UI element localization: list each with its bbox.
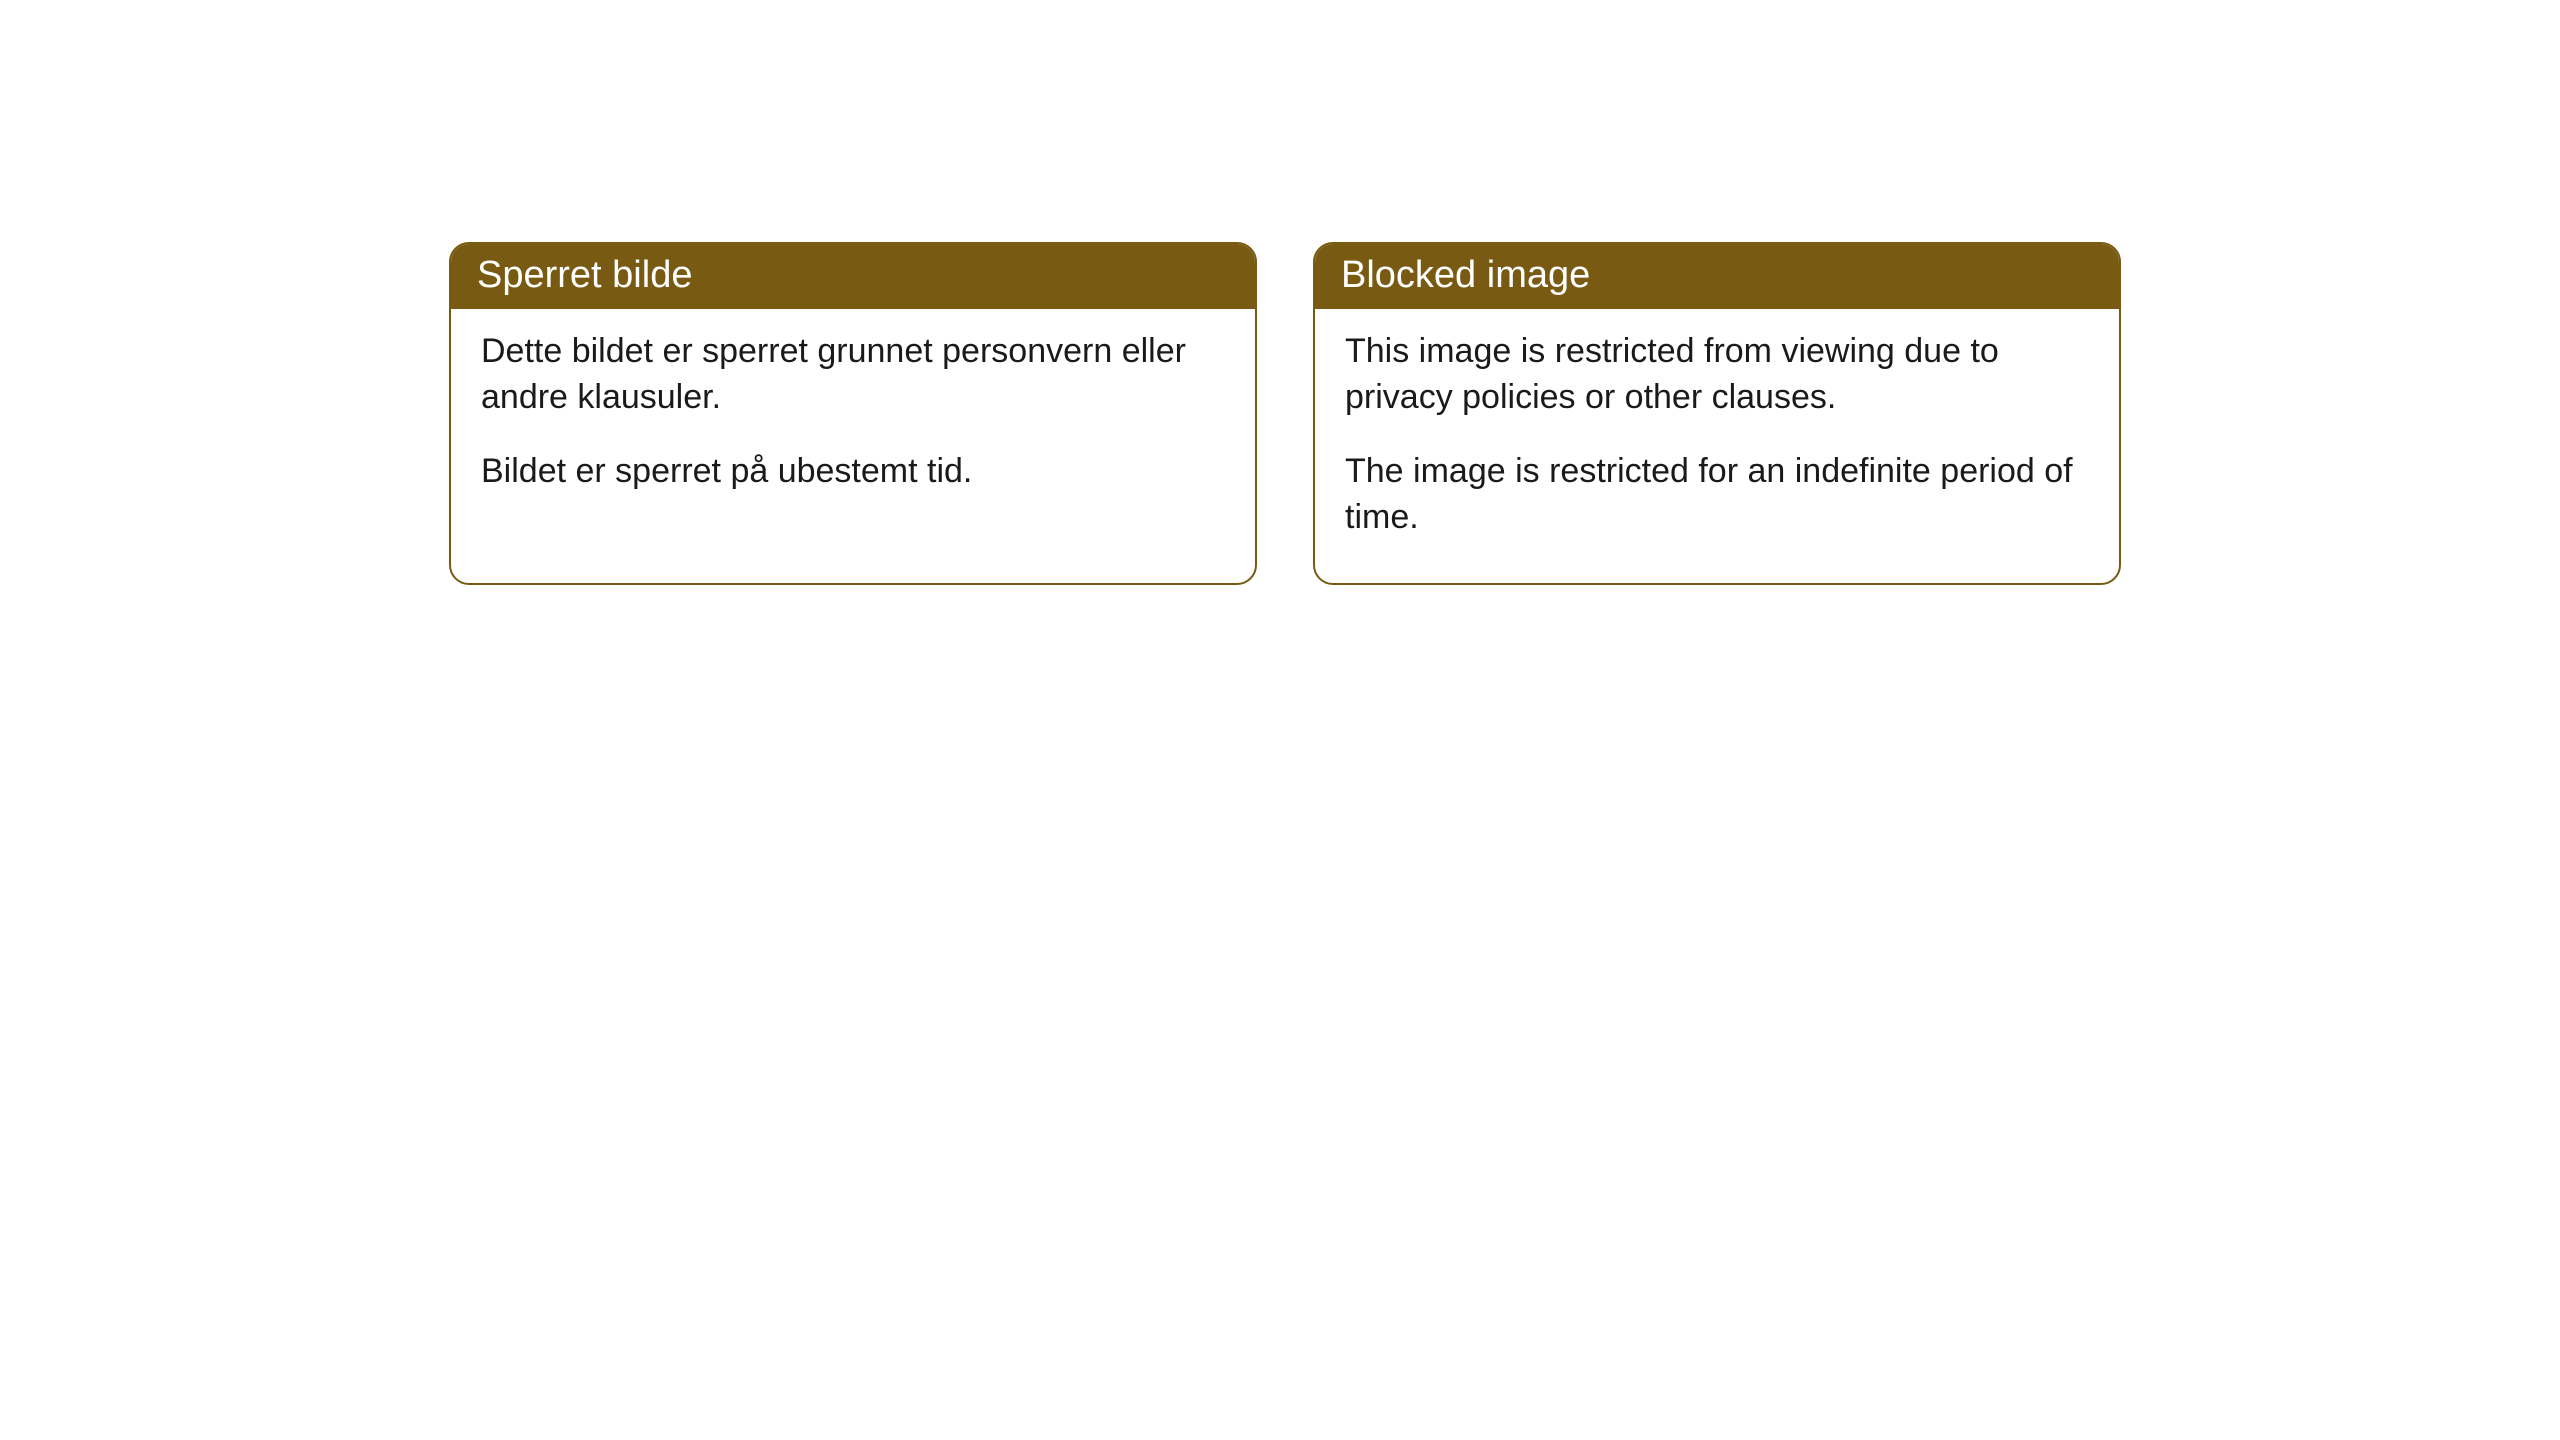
card-paragraph-2: The image is restricted for an indefinit…	[1345, 449, 2089, 541]
card-paragraph-2: Bildet er sperret på ubestemt tid.	[481, 449, 1225, 495]
card-paragraph-1: Dette bildet er sperret grunnet personve…	[481, 329, 1225, 421]
card-paragraph-1: This image is restricted from viewing du…	[1345, 329, 2089, 421]
card-header-norwegian: Sperret bilde	[451, 244, 1255, 309]
card-header-english: Blocked image	[1315, 244, 2119, 309]
card-english: Blocked image This image is restricted f…	[1313, 242, 2121, 585]
card-body-english: This image is restricted from viewing du…	[1315, 309, 2119, 583]
card-norwegian: Sperret bilde Dette bildet er sperret gr…	[449, 242, 1257, 585]
cards-container: Sperret bilde Dette bildet er sperret gr…	[449, 242, 2121, 585]
card-body-norwegian: Dette bildet er sperret grunnet personve…	[451, 309, 1255, 537]
